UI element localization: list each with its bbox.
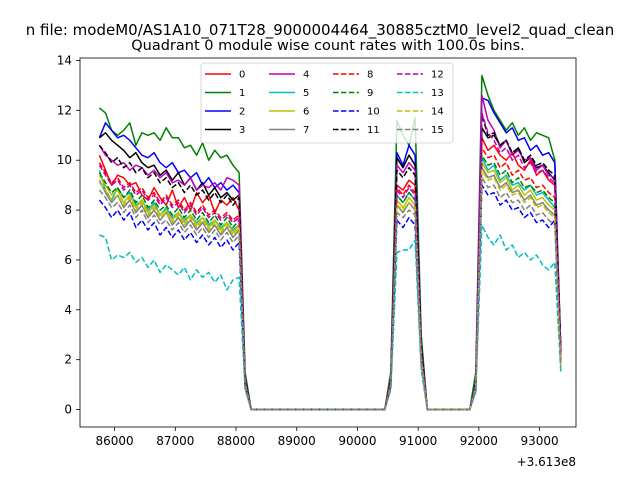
legend-label-6: 6 — [303, 107, 309, 118]
x-tick-label: 93000 — [520, 434, 558, 448]
legend-label-0: 0 — [239, 70, 245, 81]
series-line-13 — [99, 224, 562, 411]
legend-label-1: 1 — [239, 88, 245, 99]
series-line-15 — [98, 176, 562, 411]
legend-label-15: 15 — [431, 125, 444, 136]
y-tick-label: 10 — [57, 153, 72, 167]
x-tick-label: 91000 — [399, 434, 437, 448]
series-line-2 — [98, 97, 562, 411]
series-line-12 — [98, 112, 562, 411]
series-line-3 — [98, 127, 562, 411]
y-tick-label: 0 — [64, 403, 72, 417]
legend-label-4: 4 — [303, 70, 309, 81]
y-tick-label: 14 — [57, 53, 72, 67]
legend-label-8: 8 — [367, 70, 373, 81]
series-layer — [98, 74, 562, 411]
axes-frame — [79, 57, 577, 428]
legend-label-9: 9 — [367, 88, 373, 99]
y-tick-label: 6 — [64, 253, 72, 267]
legend-label-12: 12 — [431, 70, 444, 81]
x-tick-label: 87000 — [156, 434, 194, 448]
chart-title: Quadrant 0 module wise count rates with … — [131, 38, 525, 54]
y-axis: 0 2 4 6 8 10 12 14 — [57, 53, 80, 417]
legend-label-7: 7 — [303, 125, 309, 136]
x-offset-label: +3.613e8 — [517, 455, 576, 469]
figure-suptitle: n file: modeM0/AS1A10_071T28_9000004464_… — [26, 21, 615, 40]
y-tick-label: 8 — [64, 203, 72, 217]
series-line-7 — [98, 166, 562, 411]
y-tick-label: 4 — [64, 303, 72, 317]
legend-label-13: 13 — [431, 88, 444, 99]
legend-label-3: 3 — [239, 125, 245, 136]
legend-label-5: 5 — [303, 88, 309, 99]
x-tick-label: 89000 — [278, 434, 316, 448]
x-tick-label: 86000 — [96, 434, 134, 448]
legend-label-14: 14 — [431, 107, 444, 118]
x-tick-label: 90000 — [338, 434, 376, 448]
legend-label-11: 11 — [367, 125, 380, 136]
series-line-11 — [98, 114, 562, 411]
y-tick-label: 2 — [64, 353, 72, 367]
legend-label-2: 2 — [239, 107, 245, 118]
x-axis: 86000 87000 88000 89000 90000 91000 92000 93000 — [96, 427, 559, 448]
y-tick-label: 12 — [57, 103, 72, 117]
series-line-8 — [98, 147, 562, 411]
legend-box — [200, 62, 454, 144]
x-tick-label: 92000 — [460, 434, 498, 448]
x-tick-label: 88000 — [217, 434, 255, 448]
legend-label-10: 10 — [367, 107, 380, 118]
series-line-14 — [98, 169, 562, 411]
series-line-5 — [98, 156, 562, 411]
